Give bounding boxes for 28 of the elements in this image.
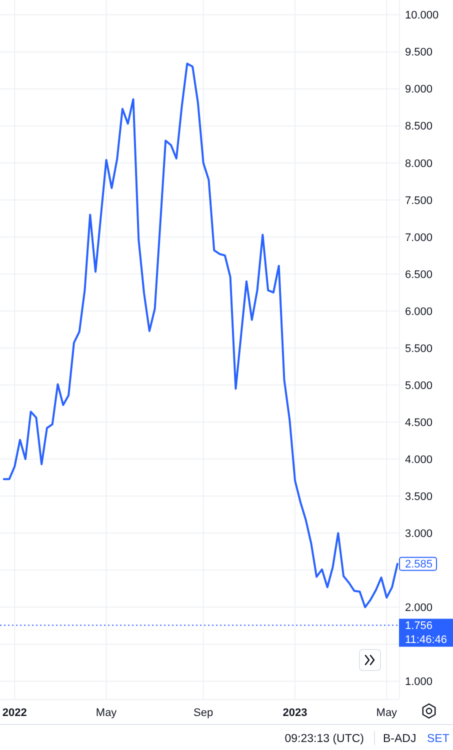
y-tick-label: 7.500 bbox=[405, 194, 433, 207]
y-tick-label: 1.000 bbox=[405, 676, 433, 688]
text: 09:23:13 (UTC) bbox=[284, 733, 364, 746]
y-tick-label: 3.500 bbox=[405, 490, 433, 503]
y-tick-label: 6.500 bbox=[405, 268, 433, 281]
y-tick-label: 7.000 bbox=[405, 232, 433, 244]
x-tick-label: 2022 bbox=[2, 706, 27, 719]
y-tick-label: 5.500 bbox=[405, 342, 433, 355]
y-tick-label: 6.000 bbox=[405, 306, 433, 318]
text: B-ADJ bbox=[383, 733, 416, 746]
x-tick-label: Sep bbox=[194, 706, 214, 719]
y-tick-label: 4.500 bbox=[405, 416, 433, 429]
text: 11:46:46 bbox=[405, 634, 448, 646]
y-tick-label: 5.000 bbox=[405, 380, 433, 392]
y-tick-label: 8.500 bbox=[405, 120, 433, 133]
y-tick-label: 2.000 bbox=[405, 602, 433, 614]
y-tick-label: 3.000 bbox=[405, 528, 433, 540]
ref-line-label: 1.756 bbox=[405, 620, 433, 632]
x-tick-label: May bbox=[376, 706, 398, 719]
x-tick-label: May bbox=[96, 706, 118, 719]
y-tick-label: 4.000 bbox=[405, 454, 433, 466]
y-tick-label: 9.500 bbox=[405, 46, 433, 59]
data-label: 2.585 bbox=[405, 558, 433, 571]
y-tick-label: 10.000 bbox=[405, 10, 439, 22]
x-tick-label: 2023 bbox=[282, 706, 308, 719]
text: SET bbox=[427, 733, 450, 746]
y-tick-label: 8.000 bbox=[405, 158, 433, 170]
y-tick-label: 9.000 bbox=[405, 84, 433, 96]
